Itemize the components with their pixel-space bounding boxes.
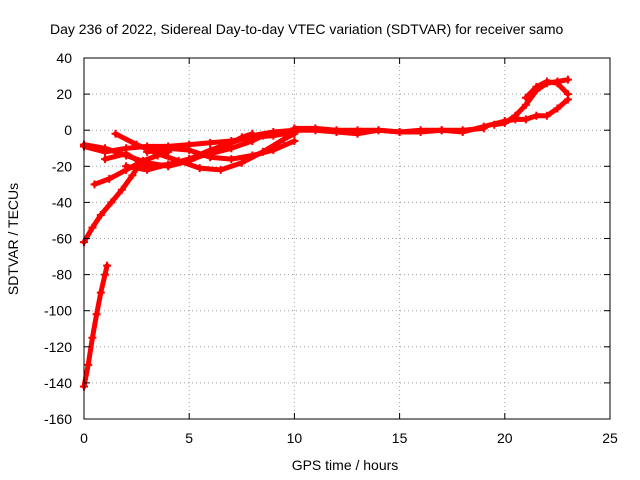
data-point (542, 77, 551, 86)
data-point (185, 155, 194, 164)
x-axis-label: GPS time / hours (292, 457, 399, 473)
y-tick-label: -60 (52, 231, 72, 247)
data-point (521, 93, 530, 102)
data-point (101, 270, 110, 279)
y-tick-label: -160 (44, 411, 72, 427)
data-point (500, 117, 509, 126)
data-point (101, 155, 110, 164)
data-point (311, 126, 320, 135)
data-point (437, 126, 446, 135)
y-axis-label: SDTVAR / TECUs (5, 183, 21, 295)
data-point (101, 147, 110, 156)
axis-ticks: 0 5 10 15 20 25 -160 -140 -120 -100 -80 -60 -40 -20 0 2… (44, 50, 618, 446)
data-point (248, 137, 257, 146)
x-tick-label: 20 (497, 430, 513, 446)
data-point (227, 138, 236, 147)
data-point (105, 174, 114, 183)
data-point (227, 155, 236, 164)
data-point (92, 310, 101, 319)
data-point (290, 126, 299, 135)
data-point (96, 288, 105, 297)
data-point (553, 104, 562, 113)
data-point (395, 128, 404, 137)
data-point (88, 223, 97, 232)
x-tick-label: 25 (602, 430, 618, 446)
y-tick-label: -20 (52, 158, 72, 174)
data-point (216, 165, 225, 174)
data-point (206, 146, 215, 155)
data-series (80, 75, 572, 391)
data-point (269, 146, 278, 155)
data-point (290, 137, 299, 146)
data-point (132, 140, 141, 149)
data-point (206, 153, 215, 162)
data-point (479, 124, 488, 133)
data-point (143, 165, 152, 174)
data-point (374, 126, 383, 135)
y-tick-label: 40 (56, 50, 72, 66)
data-point (532, 82, 541, 91)
x-tick-label: 5 (185, 430, 193, 446)
data-point (490, 120, 499, 129)
data-point (103, 261, 112, 270)
data-point (122, 162, 131, 171)
data-point (237, 158, 246, 167)
x-tick-label: 0 (80, 430, 88, 446)
data-point (511, 115, 520, 124)
data-point (88, 333, 97, 342)
data-point (353, 129, 362, 138)
data-point (237, 133, 246, 142)
data-point (111, 129, 120, 138)
data-point (563, 90, 572, 99)
series-line (291, 125, 487, 137)
data-point (128, 171, 137, 180)
data-point (563, 75, 572, 84)
data-point (269, 131, 278, 140)
data-point (206, 138, 215, 147)
data-point (279, 135, 288, 144)
data-point (143, 147, 152, 156)
y-tick-label: -140 (44, 375, 72, 391)
y-tick-label: -120 (44, 339, 72, 355)
data-point (248, 129, 257, 138)
y-tick-label: 0 (64, 122, 72, 138)
data-point (90, 180, 99, 189)
series-track-f (122, 129, 257, 174)
data-point (107, 198, 116, 207)
y-tick-label: 20 (56, 86, 72, 102)
y-tick-label: -40 (52, 194, 72, 210)
series-early-steep (80, 261, 112, 391)
data-point (164, 160, 173, 169)
data-point (164, 144, 173, 153)
data-point (532, 111, 541, 120)
data-point (521, 115, 530, 124)
data-point (96, 211, 105, 220)
data-point (248, 151, 257, 160)
data-point (84, 360, 93, 369)
data-point (542, 111, 551, 120)
y-tick-label: -80 (52, 267, 72, 283)
data-point (521, 100, 530, 109)
series-track-e (143, 137, 299, 164)
series-plateau-2 (290, 124, 488, 138)
data-point (458, 126, 467, 135)
x-tick-label: 10 (287, 430, 303, 446)
data-point (416, 128, 425, 137)
data-point (332, 128, 341, 137)
data-point (185, 146, 194, 155)
data-point (195, 164, 204, 173)
data-point (553, 79, 562, 88)
y-tick-label: -100 (44, 303, 72, 319)
series-rise-3 (521, 77, 572, 102)
data-point (258, 131, 267, 140)
data-point (117, 185, 126, 194)
chart-title: Day 236 of 2022, Sidereal Day-to-day VTE… (50, 21, 563, 37)
x-tick-label: 15 (392, 430, 408, 446)
data-point (122, 149, 131, 158)
